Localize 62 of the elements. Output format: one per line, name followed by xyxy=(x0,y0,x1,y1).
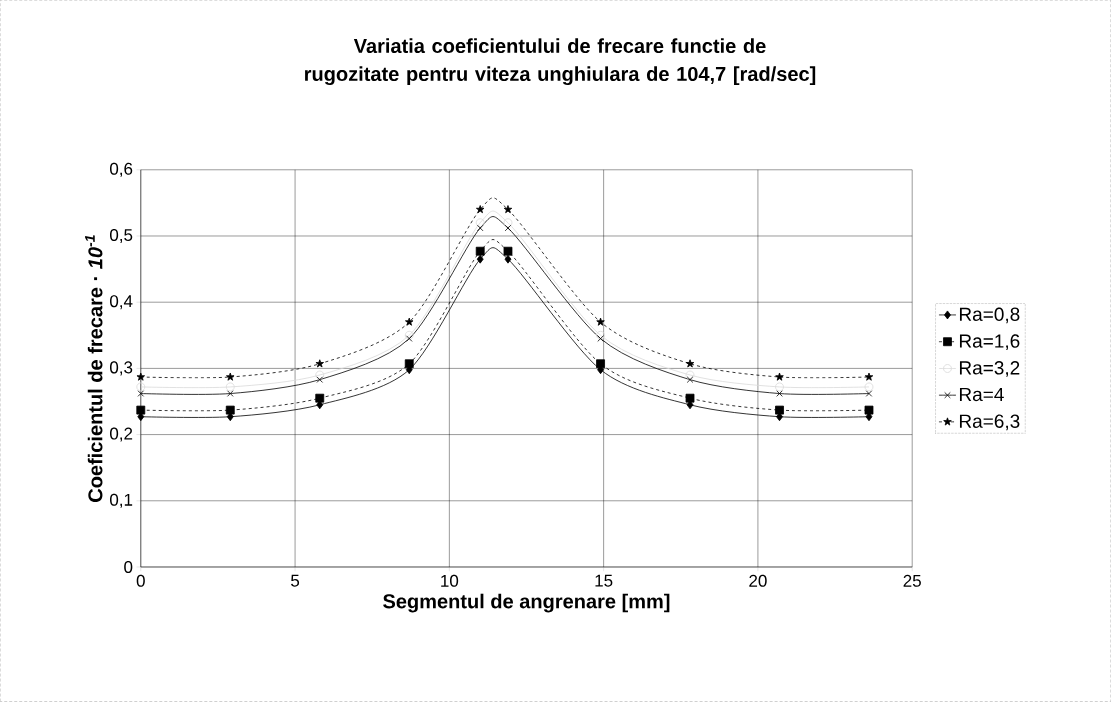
point xyxy=(226,372,235,381)
point xyxy=(136,372,145,381)
point xyxy=(686,376,694,383)
point xyxy=(404,359,414,369)
y-tick-label: 0,4 xyxy=(109,295,133,310)
point xyxy=(504,224,512,232)
point xyxy=(596,331,605,340)
x-axis-title: Segmentul de angrenare [mm] xyxy=(383,593,670,613)
x-tick-label: 5 xyxy=(291,574,300,587)
x-tick-label: 10 xyxy=(441,574,459,587)
point xyxy=(476,254,484,264)
legend-label: Ra=1,6 xyxy=(959,334,1020,351)
x-tick-label: 0 xyxy=(136,574,145,587)
y-tick-label: 0,5 xyxy=(109,229,133,244)
y-tick-label: 0,1 xyxy=(109,493,133,508)
point xyxy=(864,382,874,392)
point xyxy=(685,370,695,380)
point xyxy=(596,359,605,369)
point xyxy=(775,405,784,415)
chart-title: Variatia coeficientului de frecare functie de rugozitate pentru viteza unghiulara de 104,7 [rad/sec] xyxy=(305,38,816,86)
point xyxy=(476,224,484,232)
y-tick-label: 0,6 xyxy=(109,162,133,177)
y-tick-label: 0,3 xyxy=(109,361,133,376)
legend-label: Ra=0,8 xyxy=(959,307,1020,324)
point xyxy=(316,376,323,383)
y-tick-label: 0 xyxy=(124,561,133,574)
legend-label: Ra=6,3 xyxy=(959,414,1020,431)
point xyxy=(225,382,235,392)
point xyxy=(475,218,485,228)
point xyxy=(315,393,325,403)
point xyxy=(475,246,485,256)
x-tick-label: 15 xyxy=(595,574,613,587)
point xyxy=(685,393,695,403)
point xyxy=(503,205,513,214)
point xyxy=(137,390,145,397)
point xyxy=(405,317,414,326)
point xyxy=(504,254,512,264)
legend-label: Ra=3,2 xyxy=(959,361,1020,377)
point xyxy=(775,382,784,392)
point xyxy=(225,405,235,415)
point xyxy=(136,405,146,415)
point xyxy=(315,359,324,368)
point xyxy=(597,335,604,342)
point xyxy=(476,205,485,214)
point xyxy=(404,331,414,340)
x-tick-label: 20 xyxy=(749,574,767,587)
point xyxy=(406,335,413,342)
point xyxy=(503,246,513,256)
point xyxy=(227,390,234,397)
point xyxy=(136,382,146,392)
point xyxy=(685,359,695,368)
y-tick-label: 0,2 xyxy=(109,427,133,442)
point xyxy=(775,372,784,381)
legend-label: Ra=4 xyxy=(959,388,1004,402)
x-tick-label: 25 xyxy=(903,574,921,587)
point xyxy=(864,405,874,415)
point xyxy=(864,372,874,381)
point xyxy=(503,218,513,228)
point xyxy=(865,390,873,397)
point xyxy=(315,370,325,380)
text: Coeficientul de frecare · 10$^{-1}$ xyxy=(85,235,103,503)
point xyxy=(596,317,605,326)
